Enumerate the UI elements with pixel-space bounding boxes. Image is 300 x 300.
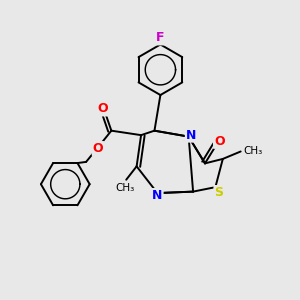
Text: N: N	[152, 189, 163, 202]
Text: O: O	[97, 103, 108, 116]
Text: O: O	[93, 142, 103, 155]
Text: S: S	[214, 186, 224, 199]
Text: N: N	[186, 129, 196, 142]
Text: CH₃: CH₃	[244, 146, 263, 157]
Text: F: F	[156, 32, 165, 44]
Text: O: O	[214, 135, 225, 148]
Text: CH₃: CH₃	[115, 183, 134, 193]
